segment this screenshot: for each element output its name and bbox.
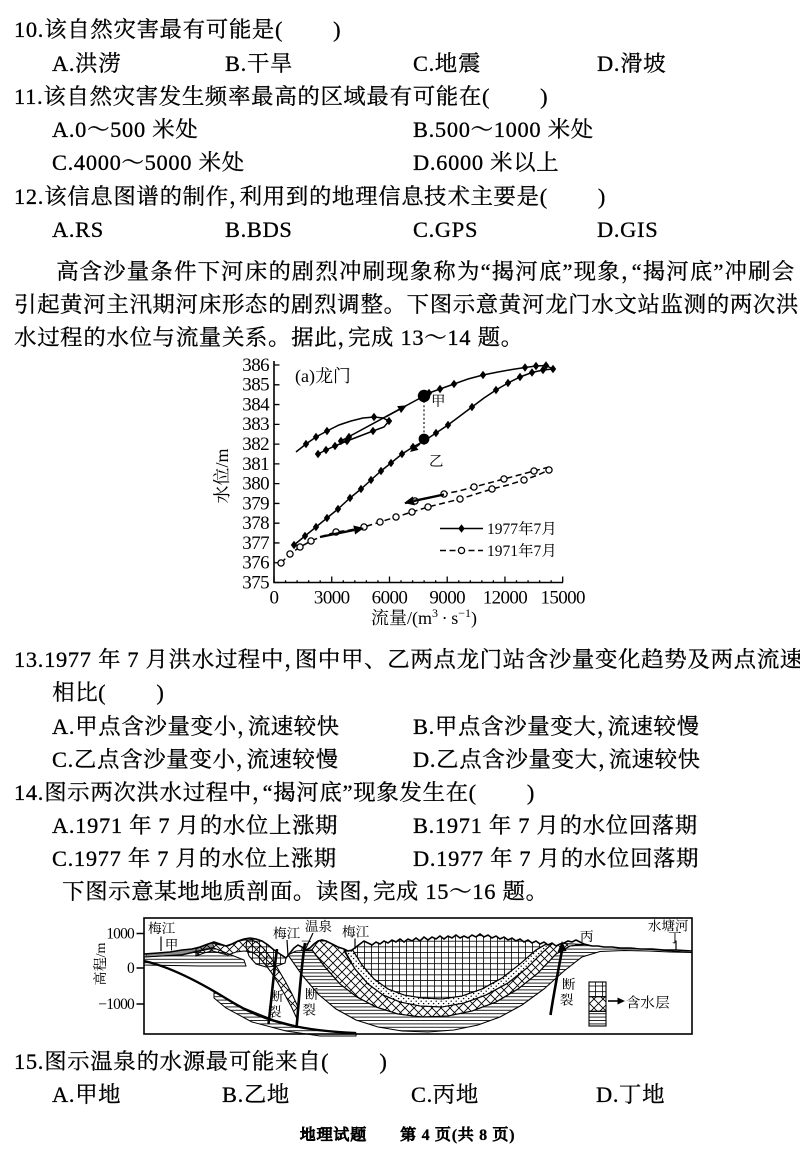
svg-text:梅江: 梅江: [342, 925, 369, 940]
svg-text:376: 376: [242, 553, 269, 574]
svg-text:水位/m: 水位/m: [212, 448, 232, 503]
svg-text:裂: 裂: [560, 993, 574, 1008]
svg-text:含水层: 含水层: [626, 995, 670, 1012]
svg-text:梅江: 梅江: [273, 926, 300, 941]
svg-text:375: 375: [242, 572, 269, 593]
svg-text:382: 382: [242, 434, 269, 455]
svg-text:1971年7月: 1971年7月: [487, 542, 557, 560]
svg-text:384: 384: [242, 394, 270, 415]
svg-text:0: 0: [127, 960, 135, 977]
svg-text:断: 断: [562, 977, 576, 992]
svg-text:385: 385: [242, 375, 269, 396]
svg-text:水塘河: 水塘河: [648, 919, 689, 934]
svg-text:386: 386: [242, 355, 269, 376]
svg-text:3000: 3000: [314, 588, 350, 609]
svg-text:380: 380: [242, 474, 269, 495]
svg-text:6000: 6000: [372, 588, 408, 609]
svg-text:9000: 9000: [429, 588, 465, 609]
svg-text:流量/(m3 · s−1): 流量/(m3 · s−1): [371, 606, 477, 629]
svg-text:裂: 裂: [268, 1005, 282, 1020]
svg-text:断: 断: [270, 989, 284, 1004]
svg-text:断: 断: [305, 987, 319, 1002]
svg-text:梅江: 梅江: [148, 921, 175, 936]
svg-text:378: 378: [242, 513, 269, 534]
svg-text:丙: 丙: [580, 929, 594, 944]
svg-text:15000: 15000: [540, 588, 585, 609]
svg-text:1977年7月: 1977年7月: [487, 520, 557, 538]
svg-text:丁: 丁: [668, 931, 682, 946]
svg-text:377: 377: [242, 533, 269, 554]
svg-text:−1000: −1000: [98, 996, 135, 1013]
svg-text:1000: 1000: [106, 926, 135, 943]
svg-text:381: 381: [242, 454, 269, 475]
svg-text:12000: 12000: [483, 588, 528, 609]
svg-text:乙: 乙: [429, 454, 444, 470]
svg-text:甲: 甲: [431, 394, 446, 410]
svg-text:高程/m: 高程/m: [93, 943, 109, 986]
svg-text:379: 379: [242, 493, 269, 514]
svg-text:温泉: 温泉: [305, 919, 332, 934]
svg-text:甲: 甲: [165, 938, 179, 953]
svg-text:裂: 裂: [303, 1003, 317, 1018]
svg-text:0: 0: [270, 588, 279, 609]
svg-text:(a)龙门: (a)龙门: [295, 366, 351, 387]
svg-text:383: 383: [242, 414, 269, 435]
